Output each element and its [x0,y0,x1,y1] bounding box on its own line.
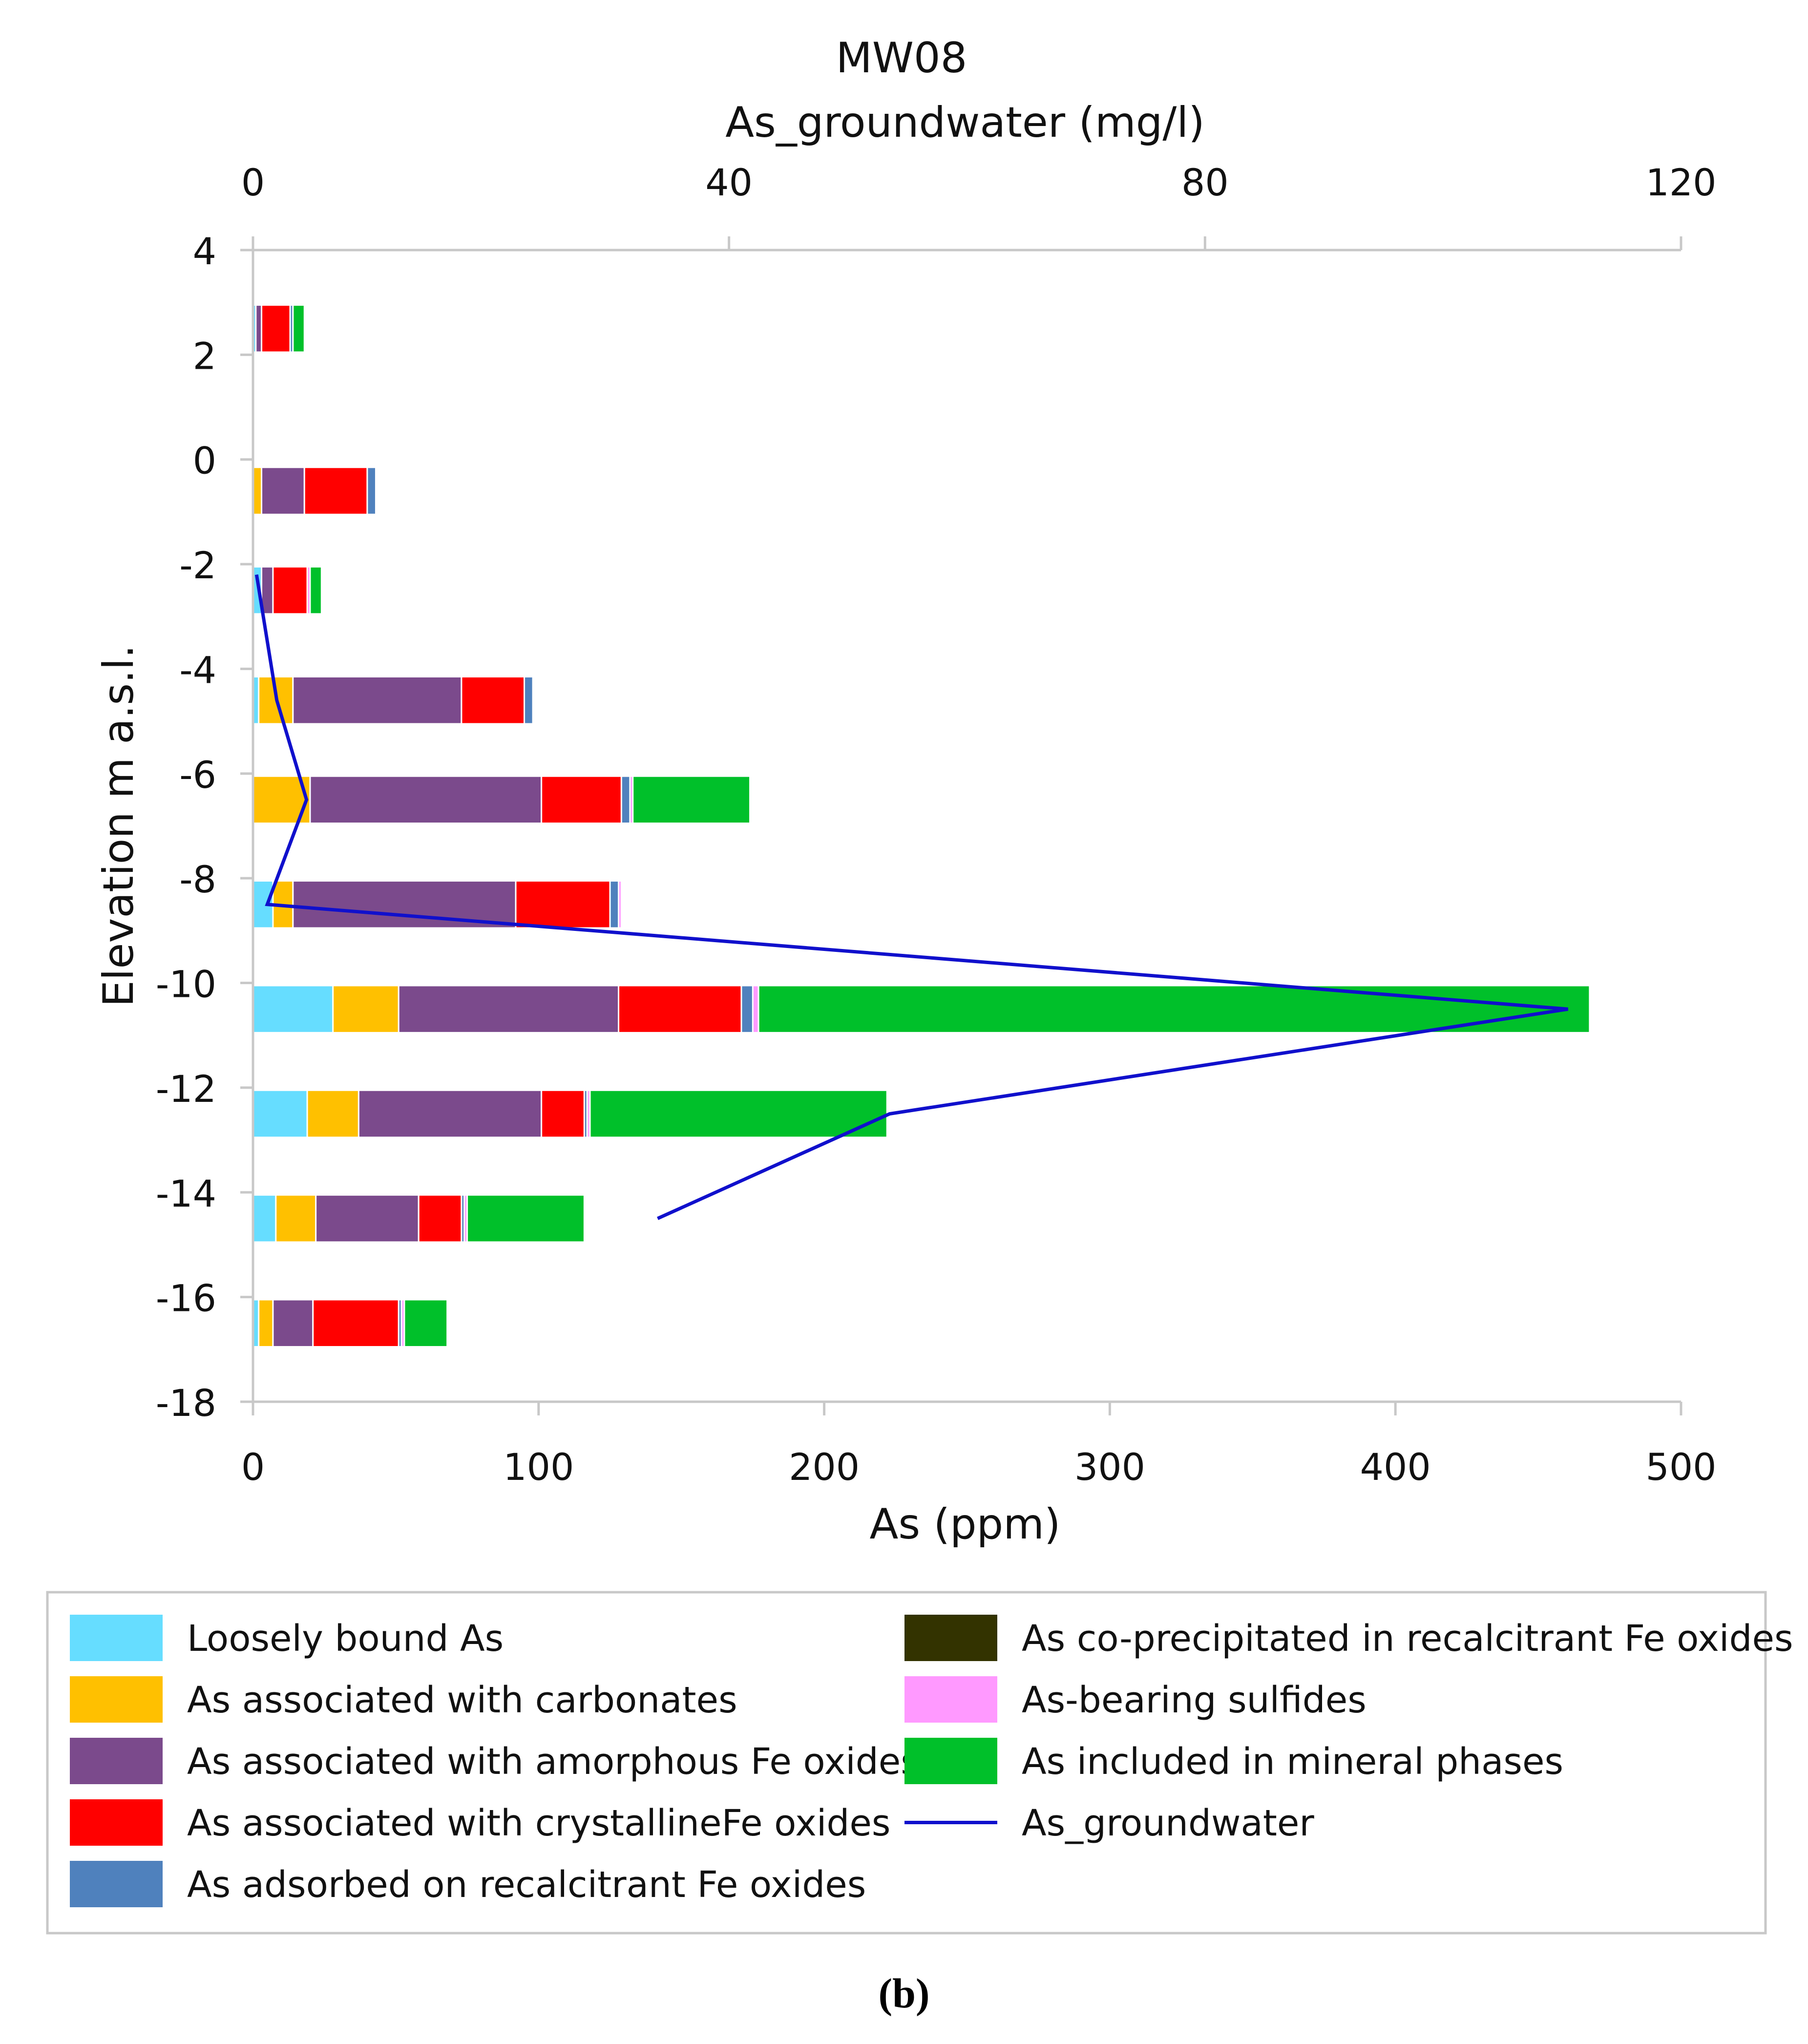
legend-label: As-bearing sulfides [1022,1679,1367,1721]
bar-segment [461,676,526,725]
legend-swatch [70,1615,163,1661]
legend-label: As associated with amorphous Fe oxides [187,1741,920,1783]
legend: Loosely bound As As associated with carbo… [70,1615,1793,1907]
figure-caption: (b) [878,1970,929,2017]
bar-segment [252,1089,308,1138]
x-tick-label: 100 [503,1445,574,1489]
bar-segment [272,1299,314,1348]
legend-swatch [904,1676,997,1723]
bar-segment [255,304,263,353]
bar-segment [303,466,368,515]
bar-segment [315,1194,420,1243]
bar-segment [275,1194,317,1243]
bar-segment [252,985,334,1033]
legend-swatch [904,1615,997,1661]
secondary-axis-label: As_groundwater (mg/l) [725,98,1205,147]
bar-segment [752,985,759,1033]
bar-segment [258,1299,274,1348]
y-tick-label: -2 [179,544,216,587]
y-tick-label: -8 [179,858,216,901]
x-axis-label: As (ppm) [869,1500,1060,1549]
bar-segment [757,985,1591,1033]
bar-segment [618,880,622,929]
legend-swatch [70,1738,163,1784]
bar-segment [398,985,620,1033]
bar-segment [403,1299,448,1348]
y-tick-label: -6 [179,753,216,797]
x-tick-label: 300 [1074,1445,1145,1489]
bar-segment [252,1194,277,1243]
legend-label: As adsorbed on recalcitrant Fe oxides [187,1864,866,1906]
legend-label: As co-precipitated in recalcitrant Fe ox… [1022,1618,1793,1660]
bar-segment [332,985,399,1033]
y-tick-label: -14 [156,1172,216,1215]
x2-tick-label: 120 [1645,161,1716,204]
bar-segment [418,1194,463,1243]
bar-segment [524,676,534,725]
bar-segment [292,676,463,725]
groundwater-line-series [254,574,1569,1221]
legend-label: As included in mineral phases [1022,1741,1563,1783]
bar-segment [541,1089,585,1138]
bar-segment [312,1299,399,1348]
legend-label: As_groundwater [1022,1802,1314,1844]
x-tick-label: 500 [1645,1445,1716,1489]
x2-tick-label: 0 [241,161,265,204]
y-tick-label: 4 [193,230,216,273]
bar-segment [272,566,308,615]
x-tick-label: 400 [1360,1445,1431,1489]
y-axis-label: Elevation m a.s.l. [94,645,143,1007]
y-tick-label: -16 [156,1277,216,1320]
bar-segment [515,880,611,929]
legend-label: As associated with crystallineFe oxides [187,1802,890,1844]
bar-segment [618,985,742,1033]
x-tick-label: 200 [789,1445,860,1489]
y-tick-label: -18 [156,1381,216,1425]
axes [252,249,1681,1403]
bar-segment [589,1089,888,1138]
gridlines [240,236,1682,1415]
y-tick-label: 0 [193,439,216,483]
y-tick-label: -10 [156,963,216,1006]
bar-segment [252,466,263,515]
bar-segment [632,775,751,824]
y-tick-label: -12 [156,1067,216,1111]
bar-segment [306,1089,359,1138]
bar-segment [609,880,620,929]
bar-segment [309,775,543,824]
legend-swatch [70,1676,163,1723]
legend-label: Loosely bound As [187,1618,504,1660]
y-tick-label: -4 [179,648,216,692]
bar-segment [620,775,631,824]
tick-labels: 420-2-4-6-8-10-12-14-16-180 100 200 300 400 5… [156,161,1717,1489]
legend-label: As associated with carbonates [187,1679,737,1721]
y-tick-label: 2 [193,334,216,378]
bar-segment [466,1194,585,1243]
bar-segment [366,466,377,515]
chart-title: MW08 [836,34,967,83]
legend-swatch [70,1861,163,1907]
bar-segment [740,985,754,1033]
bar-segment [261,304,291,353]
legend-swatch [904,1738,997,1784]
bar-segment [309,566,322,615]
bar-segment [541,775,622,824]
x2-tick-label: 80 [1181,161,1229,204]
x-tick-label: 0 [241,1445,265,1489]
legend-swatch [70,1799,163,1846]
bar-segment [357,1089,543,1138]
bar-segment [261,466,305,515]
stacked-bars [252,304,1591,1348]
bar-segment [292,304,305,353]
x2-tick-label: 40 [705,161,753,204]
